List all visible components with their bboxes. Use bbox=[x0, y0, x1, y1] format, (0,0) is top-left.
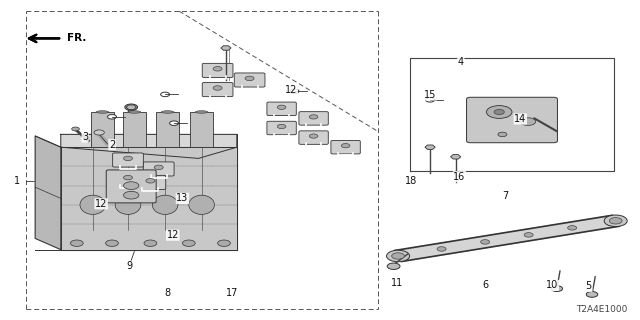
Circle shape bbox=[144, 240, 157, 246]
Circle shape bbox=[437, 247, 446, 251]
FancyBboxPatch shape bbox=[143, 162, 174, 176]
Circle shape bbox=[426, 98, 435, 102]
Circle shape bbox=[609, 218, 622, 224]
Circle shape bbox=[494, 109, 504, 115]
FancyBboxPatch shape bbox=[113, 153, 143, 167]
Circle shape bbox=[586, 292, 598, 297]
Circle shape bbox=[108, 115, 116, 119]
Circle shape bbox=[146, 179, 155, 183]
Circle shape bbox=[498, 132, 507, 137]
Polygon shape bbox=[126, 105, 136, 109]
Circle shape bbox=[213, 67, 222, 71]
Circle shape bbox=[170, 121, 179, 125]
FancyBboxPatch shape bbox=[202, 63, 233, 77]
Bar bbox=[190, 112, 213, 147]
FancyBboxPatch shape bbox=[135, 175, 166, 189]
Ellipse shape bbox=[161, 111, 174, 113]
Ellipse shape bbox=[115, 195, 141, 214]
Circle shape bbox=[154, 165, 163, 170]
Text: 12: 12 bbox=[95, 199, 108, 209]
FancyBboxPatch shape bbox=[267, 102, 296, 116]
Circle shape bbox=[277, 124, 286, 129]
Circle shape bbox=[72, 127, 79, 131]
Text: 6: 6 bbox=[482, 280, 488, 291]
Circle shape bbox=[124, 191, 139, 199]
Text: 8: 8 bbox=[164, 288, 171, 299]
FancyBboxPatch shape bbox=[299, 131, 328, 144]
Ellipse shape bbox=[80, 195, 106, 214]
Ellipse shape bbox=[128, 111, 141, 113]
FancyBboxPatch shape bbox=[299, 112, 328, 125]
Text: 1: 1 bbox=[14, 176, 20, 186]
Circle shape bbox=[124, 175, 132, 180]
Circle shape bbox=[277, 105, 286, 109]
Circle shape bbox=[520, 118, 536, 125]
Text: 2: 2 bbox=[109, 140, 115, 150]
Circle shape bbox=[387, 263, 400, 269]
Text: 12: 12 bbox=[166, 230, 179, 240]
Circle shape bbox=[486, 106, 512, 118]
Ellipse shape bbox=[195, 111, 208, 113]
FancyBboxPatch shape bbox=[467, 97, 557, 143]
Text: 10: 10 bbox=[546, 280, 559, 291]
Circle shape bbox=[392, 253, 404, 259]
FancyBboxPatch shape bbox=[113, 172, 143, 186]
Text: 7: 7 bbox=[502, 191, 509, 201]
Circle shape bbox=[387, 250, 410, 262]
Polygon shape bbox=[221, 46, 231, 50]
Bar bbox=[91, 112, 114, 147]
Circle shape bbox=[182, 240, 195, 246]
Circle shape bbox=[106, 240, 118, 246]
Polygon shape bbox=[61, 134, 237, 158]
Text: 13: 13 bbox=[176, 193, 189, 204]
FancyBboxPatch shape bbox=[202, 83, 233, 97]
FancyBboxPatch shape bbox=[106, 170, 156, 203]
Text: 15: 15 bbox=[424, 90, 436, 100]
Text: T2A4E1000: T2A4E1000 bbox=[576, 305, 627, 314]
Circle shape bbox=[551, 286, 563, 292]
Circle shape bbox=[213, 86, 222, 90]
Text: 16: 16 bbox=[453, 172, 466, 182]
FancyArrowPatch shape bbox=[29, 35, 60, 42]
Circle shape bbox=[568, 226, 577, 230]
Bar bbox=[123, 112, 146, 147]
Circle shape bbox=[524, 233, 533, 237]
Text: 18: 18 bbox=[405, 176, 418, 186]
Circle shape bbox=[481, 240, 490, 244]
Circle shape bbox=[124, 182, 139, 189]
Ellipse shape bbox=[189, 195, 214, 214]
Circle shape bbox=[309, 115, 318, 119]
Ellipse shape bbox=[96, 111, 109, 113]
Circle shape bbox=[309, 134, 318, 138]
Circle shape bbox=[218, 240, 230, 246]
Circle shape bbox=[290, 89, 299, 93]
Text: 17: 17 bbox=[225, 288, 238, 299]
Polygon shape bbox=[35, 136, 61, 250]
Text: 11: 11 bbox=[390, 278, 403, 288]
Text: 12: 12 bbox=[285, 85, 298, 95]
Polygon shape bbox=[61, 147, 237, 250]
FancyBboxPatch shape bbox=[331, 140, 360, 154]
FancyBboxPatch shape bbox=[267, 121, 296, 135]
Bar bbox=[156, 112, 179, 147]
Circle shape bbox=[125, 104, 138, 110]
Circle shape bbox=[341, 144, 350, 148]
Polygon shape bbox=[394, 215, 620, 261]
Circle shape bbox=[70, 240, 83, 246]
Circle shape bbox=[94, 130, 104, 135]
Text: 5: 5 bbox=[586, 281, 592, 292]
Ellipse shape bbox=[152, 195, 178, 214]
Text: 14: 14 bbox=[514, 114, 527, 124]
Circle shape bbox=[245, 76, 254, 81]
Text: 9: 9 bbox=[126, 261, 132, 271]
Circle shape bbox=[161, 92, 170, 97]
Text: 4: 4 bbox=[458, 57, 464, 68]
FancyBboxPatch shape bbox=[234, 73, 265, 87]
Circle shape bbox=[604, 215, 627, 227]
Circle shape bbox=[124, 156, 132, 161]
Polygon shape bbox=[425, 145, 435, 149]
Text: 3: 3 bbox=[82, 132, 88, 142]
Text: FR.: FR. bbox=[67, 33, 86, 44]
Polygon shape bbox=[451, 155, 461, 159]
